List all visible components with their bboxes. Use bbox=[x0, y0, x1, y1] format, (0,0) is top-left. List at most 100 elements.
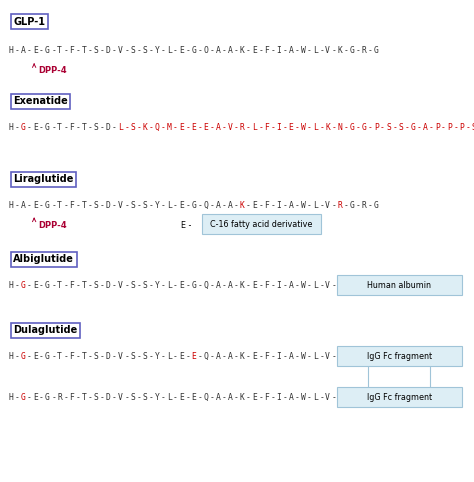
Text: -: - bbox=[112, 46, 117, 55]
Text: S: S bbox=[130, 393, 135, 402]
Text: -: - bbox=[356, 281, 361, 290]
Text: Human albumin: Human albumin bbox=[367, 281, 431, 290]
Text: -: - bbox=[246, 281, 251, 290]
Text: K: K bbox=[240, 201, 245, 210]
Text: I: I bbox=[276, 46, 282, 55]
Text: F: F bbox=[69, 393, 74, 402]
Text: G: G bbox=[374, 281, 379, 290]
Text: E: E bbox=[191, 393, 196, 402]
Text: E: E bbox=[252, 352, 257, 361]
Text: -: - bbox=[149, 46, 154, 55]
Text: T: T bbox=[57, 352, 62, 361]
Text: -: - bbox=[51, 281, 56, 290]
Text: D: D bbox=[106, 201, 111, 210]
Text: -: - bbox=[295, 46, 300, 55]
Text: -: - bbox=[222, 281, 227, 290]
Text: -: - bbox=[75, 123, 81, 132]
Text: E: E bbox=[33, 123, 38, 132]
Text: A: A bbox=[228, 352, 233, 361]
Text: G: G bbox=[374, 393, 379, 402]
Text: A: A bbox=[423, 123, 428, 132]
Text: -: - bbox=[149, 352, 154, 361]
Text: -: - bbox=[465, 123, 470, 132]
Text: G: G bbox=[21, 393, 26, 402]
Text: L: L bbox=[167, 201, 172, 210]
Text: -: - bbox=[137, 123, 141, 132]
Text: R: R bbox=[362, 281, 367, 290]
Text: G: G bbox=[362, 352, 367, 361]
Text: A: A bbox=[228, 281, 233, 290]
Text: -: - bbox=[344, 352, 348, 361]
Text: G: G bbox=[374, 352, 379, 361]
Text: Exenatide: Exenatide bbox=[13, 96, 68, 106]
Text: D: D bbox=[106, 123, 111, 132]
Text: -: - bbox=[222, 393, 227, 402]
Text: V: V bbox=[118, 201, 123, 210]
Text: G: G bbox=[191, 46, 196, 55]
Text: -: - bbox=[283, 393, 288, 402]
Text: -: - bbox=[64, 201, 68, 210]
Text: -: - bbox=[64, 46, 68, 55]
Text: H: H bbox=[9, 352, 13, 361]
Text: -: - bbox=[100, 123, 105, 132]
Text: F: F bbox=[264, 123, 269, 132]
Text: -: - bbox=[185, 393, 190, 402]
Text: Dulaglutide: Dulaglutide bbox=[13, 325, 78, 335]
Text: S: S bbox=[386, 123, 391, 132]
Text: Y: Y bbox=[155, 281, 160, 290]
Text: A: A bbox=[216, 46, 220, 55]
Text: A: A bbox=[228, 46, 233, 55]
Text: -: - bbox=[51, 123, 56, 132]
Text: L: L bbox=[167, 46, 172, 55]
Text: -: - bbox=[88, 123, 92, 132]
Text: L: L bbox=[313, 393, 318, 402]
Text: T: T bbox=[82, 201, 86, 210]
Text: G: G bbox=[45, 123, 50, 132]
Text: -: - bbox=[27, 46, 32, 55]
Text: -: - bbox=[27, 281, 32, 290]
Text: IgG Fc fragment: IgG Fc fragment bbox=[366, 352, 432, 361]
Text: S: S bbox=[143, 393, 147, 402]
FancyBboxPatch shape bbox=[202, 214, 321, 234]
Text: D: D bbox=[106, 46, 111, 55]
Text: G: G bbox=[21, 352, 26, 361]
Text: -: - bbox=[234, 46, 239, 55]
Text: -: - bbox=[271, 201, 275, 210]
Text: V: V bbox=[118, 393, 123, 402]
Text: G: G bbox=[21, 281, 26, 290]
Text: E: E bbox=[179, 393, 184, 402]
Text: L: L bbox=[167, 352, 172, 361]
Text: -: - bbox=[368, 123, 373, 132]
Text: F: F bbox=[69, 201, 74, 210]
Text: -: - bbox=[319, 393, 324, 402]
Text: -: - bbox=[149, 281, 154, 290]
Text: S: S bbox=[472, 123, 474, 132]
Text: -: - bbox=[15, 123, 19, 132]
Text: I: I bbox=[276, 123, 282, 132]
Text: K: K bbox=[240, 46, 245, 55]
Text: E: E bbox=[33, 46, 38, 55]
Text: C-16 fatty acid derivative: C-16 fatty acid derivative bbox=[210, 220, 313, 228]
Text: -: - bbox=[75, 201, 81, 210]
Text: K: K bbox=[325, 123, 330, 132]
Text: -: - bbox=[161, 352, 166, 361]
Text: -: - bbox=[173, 393, 178, 402]
Text: -: - bbox=[137, 393, 141, 402]
Text: N: N bbox=[337, 123, 342, 132]
Text: -: - bbox=[234, 201, 239, 210]
Text: S: S bbox=[143, 281, 147, 290]
Text: G: G bbox=[350, 393, 355, 402]
Text: -: - bbox=[417, 123, 421, 132]
Text: -: - bbox=[100, 393, 105, 402]
Text: -: - bbox=[27, 201, 32, 210]
Text: -: - bbox=[185, 352, 190, 361]
Text: -: - bbox=[271, 46, 275, 55]
Text: -: - bbox=[39, 281, 44, 290]
Text: E: E bbox=[179, 352, 184, 361]
Text: G: G bbox=[350, 352, 355, 361]
Text: -: - bbox=[344, 393, 348, 402]
Text: -: - bbox=[75, 352, 81, 361]
Text: -: - bbox=[283, 46, 288, 55]
Text: -: - bbox=[39, 46, 44, 55]
Text: -: - bbox=[15, 201, 19, 210]
